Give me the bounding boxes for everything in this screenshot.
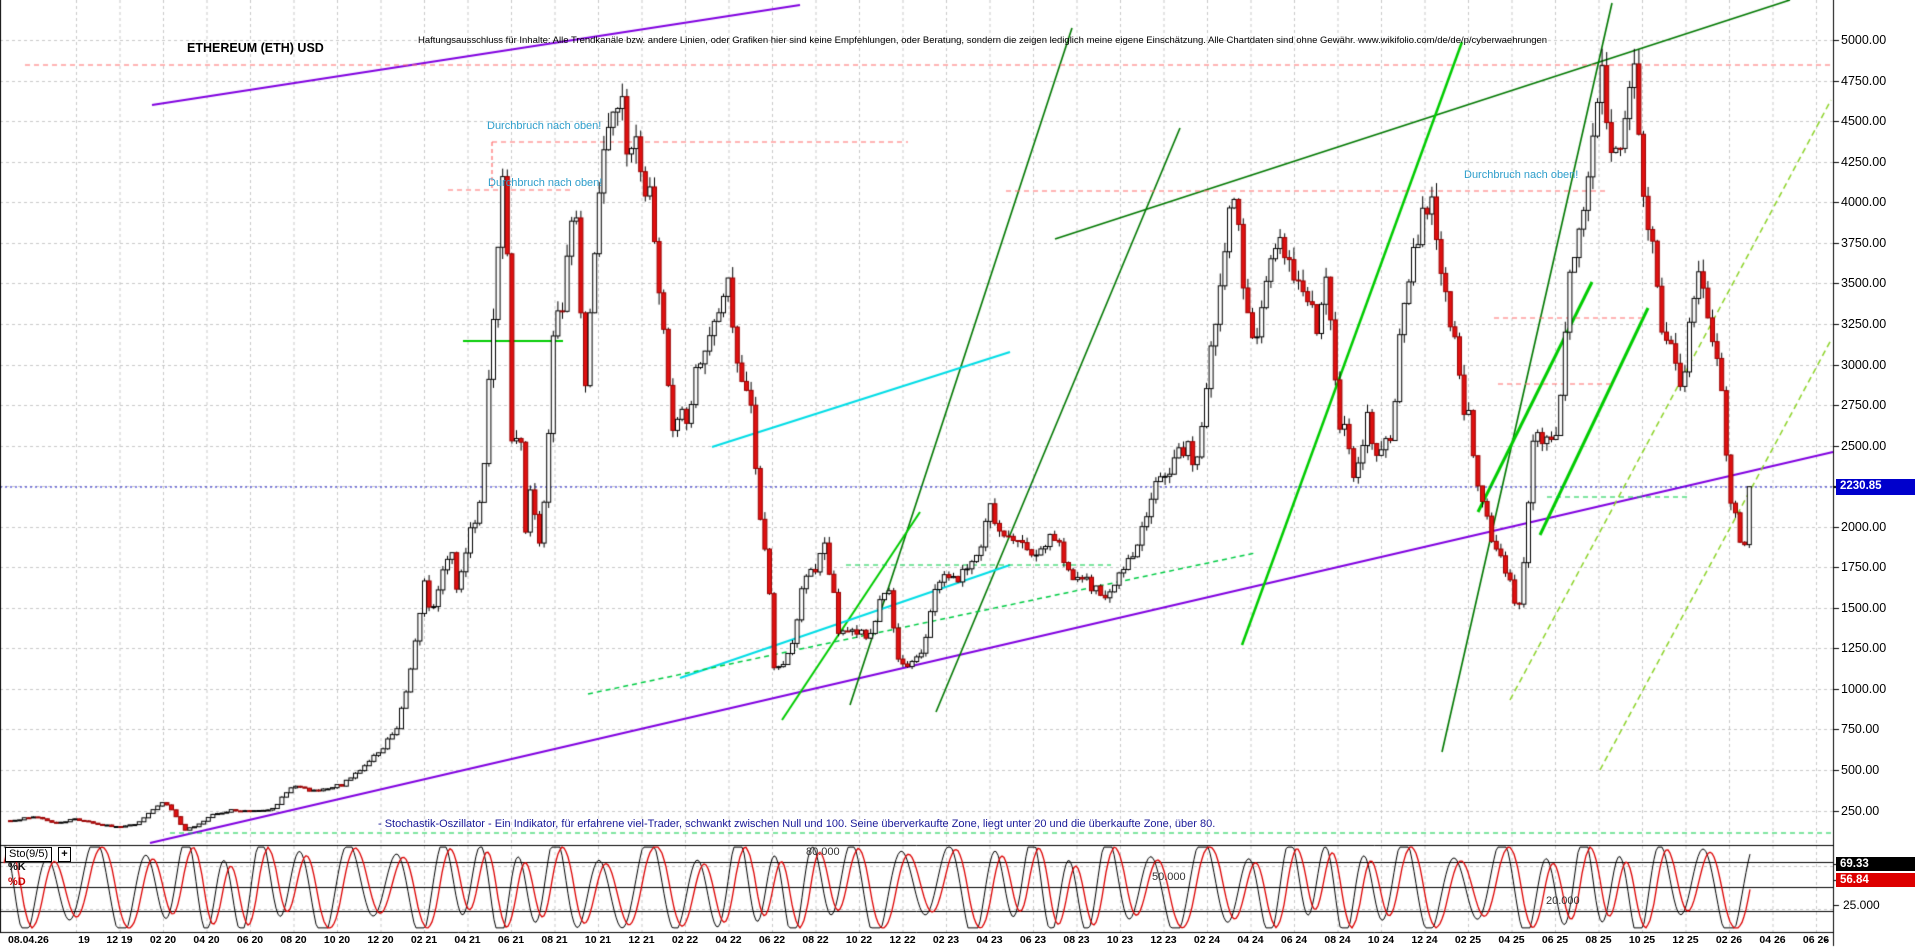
date-axis-label: 04 20 (193, 934, 220, 946)
date-axis-label: 02 25 (1454, 934, 1482, 946)
price-axis-label: 4250.00 (1841, 154, 1887, 169)
chart-title: ETHEREUM (ETH) USD (187, 41, 324, 55)
stochastic-indicator-button[interactable]: Sto(9/5) (5, 847, 53, 862)
date-axis-label: 02 23 (932, 934, 960, 946)
k-line-label: %K (8, 861, 26, 873)
date-axis-label: 12 20 (367, 934, 394, 946)
add-indicator-button[interactable]: + (58, 847, 71, 862)
date-axis-label: 12 25 (1672, 934, 1699, 946)
date-axis-label: 10 25 (1628, 934, 1656, 946)
breakout-annotation-1: Durchbruch nach oben! (487, 120, 602, 132)
date-axis-label: 06 26 (1802, 934, 1830, 946)
oscillator-axis-label: 25.000 (1843, 898, 1880, 912)
date-axis-label: 04 26 (1759, 934, 1786, 946)
date-axis-label: 08 23 (1063, 934, 1090, 946)
date-axis-label: 06 22 (758, 934, 786, 946)
date-axis-first-label: 08.04.26 (8, 934, 49, 946)
price-axis-label: 1500.00 (1841, 600, 1887, 615)
date-axis-label: 04 24 (1237, 934, 1264, 946)
date-axis-label: 02 24 (1193, 934, 1221, 946)
date-axis-label: 06 20 (236, 934, 264, 946)
price-axis-label: 3500.00 (1841, 276, 1887, 291)
price-axis-label: 1250.00 (1841, 641, 1887, 656)
date-axis-label: 10 22 (845, 934, 873, 946)
price-axis-label: 5000.00 (1841, 33, 1887, 48)
date-axis-label: 08 25 (1585, 934, 1612, 946)
date-axis-label: 10 23 (1106, 934, 1134, 946)
date-axis-label: 10 21 (584, 934, 612, 946)
date-axis-label: 12 24 (1411, 934, 1438, 946)
price-axis-label: 3250.00 (1841, 316, 1887, 331)
date-axis-label: 06 25 (1541, 934, 1569, 946)
price-axis-label: 2000.00 (1841, 519, 1887, 534)
date-axis-label: 06 24 (1280, 934, 1308, 946)
date-axis-end-label: - (1824, 934, 1828, 946)
date-axis-label: 04 22 (715, 934, 742, 946)
date-axis-label: 04 21 (454, 934, 481, 946)
price-axis-label: 2500.00 (1841, 438, 1887, 453)
date-axis-label: 19 (78, 934, 90, 946)
date-axis-label: 12 23 (1150, 934, 1177, 946)
current-price-badge: 2230.85 (1836, 479, 1915, 495)
date-axis-label: 10 20 (323, 934, 351, 946)
stochastic-d-badge: 56.84 (1836, 873, 1915, 887)
price-axis-label: 1750.00 (1841, 560, 1887, 575)
date-axis-label: 04 25 (1498, 934, 1525, 946)
price-axis-label: 4000.00 (1841, 195, 1887, 210)
date-axis-label: 08 24 (1324, 934, 1351, 946)
breakout-annotation-2: Durchbruch nach oben! (488, 177, 603, 189)
stochastic-k-badge: 69.33 (1836, 857, 1915, 871)
price-axis-label: 750.00 (1841, 722, 1880, 737)
date-axis-label: 02 21 (410, 934, 438, 946)
price-axis-label: 500.00 (1841, 763, 1880, 777)
date-axis-label: 04 23 (976, 934, 1003, 946)
breakout-annotation-3: Durchbruch nach oben! (1464, 169, 1579, 181)
price-axis-label: 1000.00 (1841, 681, 1887, 696)
date-axis-label: 02 22 (671, 934, 699, 946)
date-axis-label: 08 21 (541, 934, 568, 946)
price-axis-label: 4500.00 (1841, 114, 1887, 129)
price-axis-label: 2750.00 (1841, 398, 1887, 413)
stochastic-note: - Stochastik-Oszillator - Ein Indikator,… (378, 818, 1216, 830)
date-axis-label: 08 22 (802, 934, 829, 946)
date-axis-label: 06 23 (1019, 934, 1047, 946)
date-axis-label: 02 20 (149, 934, 177, 946)
price-axis-label: 3000.00 (1841, 357, 1887, 372)
d-line-label: %D (8, 876, 26, 888)
disclaimer-text: Haftungsausschluss für Inhalte: Alle Tre… (418, 35, 1548, 46)
price-axis-label: 3750.00 (1841, 235, 1887, 250)
price-axis-label: 4750.00 (1841, 73, 1887, 88)
price-axis-label: 250.00 (1841, 803, 1880, 818)
date-axis-label: 12 21 (628, 934, 655, 946)
oscillator-level-80-label: 80.000 (806, 846, 840, 858)
date-axis-label: 12 19 (106, 934, 133, 946)
date-axis-label: 02 26 (1715, 934, 1743, 946)
date-axis-label: 10 24 (1367, 934, 1395, 946)
date-axis-label: 06 21 (497, 934, 525, 946)
oscillator-level-20-label: 20.000 (1546, 895, 1580, 907)
date-axis-label: 08 20 (280, 934, 307, 946)
date-axis-label: 12 22 (889, 934, 916, 946)
oscillator-level-50-label: 50.000 (1152, 871, 1186, 883)
